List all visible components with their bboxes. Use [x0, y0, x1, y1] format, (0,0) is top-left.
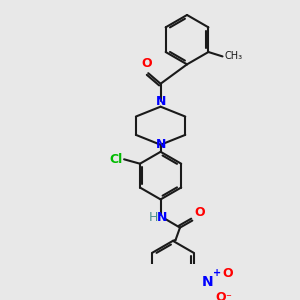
Text: O: O: [194, 206, 205, 219]
Text: O: O: [141, 57, 152, 70]
Text: ⁻: ⁻: [225, 293, 231, 300]
Text: O: O: [216, 291, 226, 300]
Text: N: N: [155, 95, 166, 108]
Text: H: H: [149, 211, 158, 224]
Text: +: +: [213, 268, 221, 278]
Text: CH₃: CH₃: [224, 51, 242, 62]
Text: N: N: [202, 275, 214, 289]
Text: O: O: [223, 266, 233, 280]
Text: N: N: [157, 211, 167, 224]
Text: N: N: [155, 138, 166, 151]
Text: Cl: Cl: [109, 153, 122, 166]
